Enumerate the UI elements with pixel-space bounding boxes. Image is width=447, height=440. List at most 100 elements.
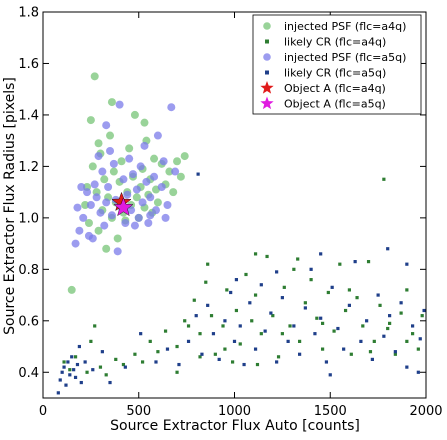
series-3-point [303, 306, 307, 310]
series-3-point [238, 324, 242, 328]
series-1-point [198, 332, 202, 336]
legend-label: likely CR (flc=a4q) [284, 36, 386, 49]
series-3-point [186, 339, 191, 343]
series-1-point [338, 262, 342, 266]
series-2-point [96, 208, 105, 217]
series-3-point [259, 283, 263, 287]
series-3-point [83, 360, 87, 364]
series-1-point [288, 324, 292, 328]
series-3-point [66, 360, 70, 364]
series-2-point [161, 213, 170, 222]
series-3-point [275, 270, 279, 274]
series-1-point [347, 288, 351, 292]
series-0-point [180, 152, 189, 161]
series-1-point [175, 344, 179, 349]
series-2-point [130, 221, 139, 230]
series-3-point [229, 290, 233, 295]
series-1-point [175, 370, 179, 374]
series-2-point [79, 213, 88, 222]
series-3-point [68, 373, 72, 377]
series-2-point [77, 182, 86, 191]
series-1-point [104, 373, 108, 377]
series-3-point [253, 347, 258, 351]
series-1-point [388, 321, 392, 325]
series-1-point [213, 352, 217, 356]
series-3-point [393, 350, 397, 354]
series-1-point [282, 285, 286, 289]
y-tick-label: 0.6 [18, 314, 39, 329]
series-1-point [378, 303, 382, 307]
series-2-point [107, 211, 116, 220]
series-3-point [298, 352, 302, 356]
series-1-point [183, 319, 187, 323]
series-1-point [225, 288, 229, 292]
series-3-point [324, 360, 329, 364]
series-2-point [140, 141, 149, 150]
series-1-point [198, 355, 202, 359]
y-tick-label: 1.0 [18, 211, 39, 226]
y-axis-title: Source Extractor Flux Radius [pixels] [2, 77, 18, 335]
series-1-point [265, 254, 269, 259]
y-tick-label: 1.2 [18, 160, 39, 175]
series-2-point [106, 146, 115, 155]
series-3-point [194, 314, 198, 318]
series-1-point [140, 360, 145, 364]
series-1-point [298, 339, 302, 343]
series-1-point [148, 339, 152, 343]
series-1-point [405, 288, 409, 292]
series-2-point [100, 221, 109, 230]
series-0-point [81, 201, 90, 209]
series-1-point [204, 280, 208, 284]
series-2-point [73, 203, 82, 212]
series-1-point [410, 332, 415, 336]
series-1-point [73, 355, 78, 359]
legend-label: Object A (flc=a4q) [284, 82, 386, 95]
series-3-point [269, 311, 273, 315]
series-3-point [75, 362, 80, 367]
series-2-point [138, 198, 147, 207]
series-3-point [275, 360, 279, 364]
series-1-point [206, 262, 210, 266]
series-0-point [94, 226, 103, 235]
series-3-point [154, 360, 158, 364]
series-1-point [420, 314, 424, 318]
series-0-point [173, 157, 182, 166]
series-3-point [382, 334, 386, 338]
series-3-point [416, 370, 420, 374]
series-3-point [405, 365, 409, 369]
series-0-point [113, 234, 122, 243]
legend-marker [260, 81, 274, 94]
series-1-point [399, 311, 403, 315]
legend-marker [265, 70, 269, 75]
series-2-point [144, 219, 153, 228]
series-1-point [163, 329, 168, 333]
series-1-point [93, 324, 97, 328]
series-3-point [200, 352, 204, 356]
legend-box [252, 14, 422, 115]
series-3-point [309, 267, 313, 271]
series-3-point [292, 324, 296, 328]
series-0-point [67, 285, 76, 294]
series-0-point [140, 118, 149, 127]
series-1-point [296, 257, 300, 261]
series-3-point [342, 347, 346, 351]
series-3-point [347, 303, 351, 307]
axes: 0 500 1000 1500 2000 0.4 0.6 0.8 1.0 1.2 1.4 1.6 1.8 [18, 6, 442, 420]
series-3-point [353, 260, 357, 264]
series-3-point [330, 285, 334, 289]
series-3-point [359, 339, 363, 343]
series-1-point [253, 293, 258, 297]
series-2-point [142, 177, 151, 186]
series-3-point [60, 370, 64, 374]
series-1-point [255, 362, 260, 367]
series-3-point [234, 278, 239, 282]
series-3-point [280, 296, 284, 300]
series-2-point [159, 157, 168, 166]
series-3-point [217, 357, 221, 361]
series-0-point [102, 244, 111, 253]
series-1-point [405, 339, 409, 343]
series-3-point [319, 316, 323, 320]
series-0-point [94, 139, 103, 148]
series-0-point [176, 172, 185, 181]
